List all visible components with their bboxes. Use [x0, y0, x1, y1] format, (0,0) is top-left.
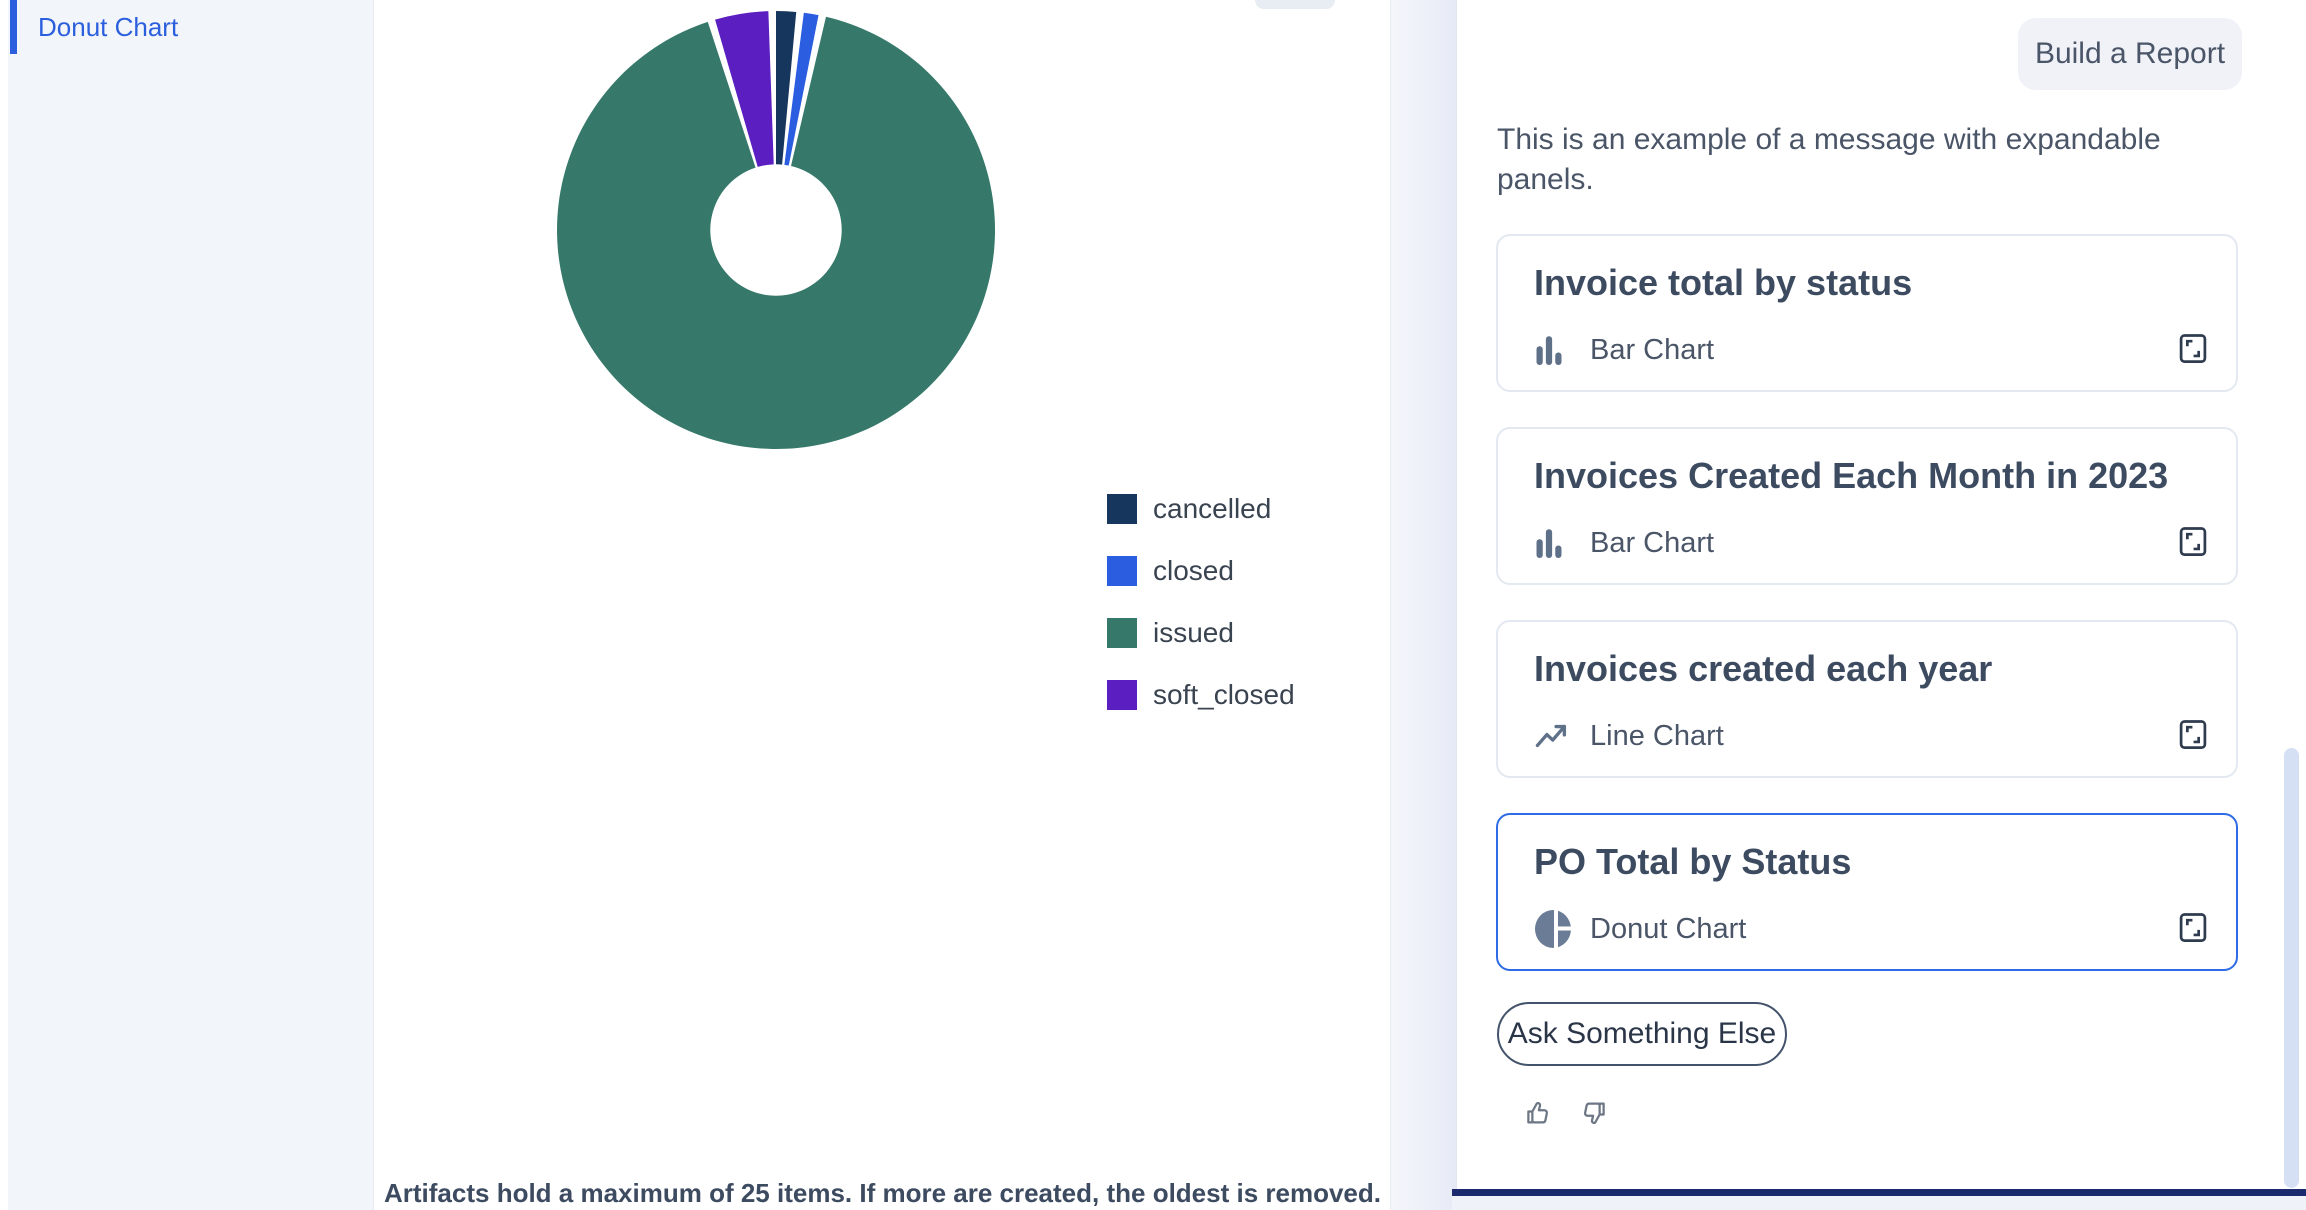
legend-item-closed: closed [1107, 555, 1295, 586]
legend-item-issued: issued [1107, 617, 1295, 648]
donut-slice-issued [557, 16, 996, 449]
legend-item-soft_closed: soft_closed [1107, 679, 1295, 710]
panel-title: Invoices Created Each Month in 2023 [1534, 455, 2169, 496]
chart-legend: cancelled closed issued soft_closed [1107, 493, 1295, 710]
scrolled-off-element [1255, 0, 1335, 9]
panel-title: Invoice total by status [1534, 262, 1913, 303]
expand-icon [2179, 719, 2207, 749]
expand-panel-button[interactable] [2176, 330, 2210, 368]
expandable-panel-invoices-created-each-year[interactable]: Invoices created each year Line Chart [1496, 620, 2238, 778]
expand-panel-button[interactable] [2176, 716, 2210, 754]
legend-label: closed [1153, 555, 1234, 586]
build-a-report-button[interactable]: Build a Report [2018, 18, 2242, 90]
legend-swatch [1107, 556, 1137, 586]
legend-swatch [1107, 618, 1137, 648]
expand-icon [2179, 333, 2207, 363]
expand-icon [2179, 912, 2207, 942]
expand-panel-button[interactable] [2176, 909, 2210, 947]
panel-chart-type: Line Chart [1590, 719, 1724, 752]
thumbs-down-icon[interactable] [1577, 1098, 1609, 1130]
chat-panel: Build a Report This is an example of a m… [1457, 0, 2306, 1210]
panel-chart-type-row: Donut Chart [1534, 903, 1746, 955]
expandable-panel-invoices-created-each-month[interactable]: Invoices Created Each Month in 2023 Bar … [1496, 427, 2238, 585]
sidebar-item-label: Donut Chart [38, 11, 179, 42]
bar-chart-icon [1534, 526, 1576, 560]
panel-title: PO Total by Status [1534, 841, 1852, 882]
panel-chart-type-row: Bar Chart [1534, 517, 1714, 569]
panel-divider[interactable] [1390, 0, 1457, 1210]
chat-input-area-edge [1452, 1196, 2306, 1210]
donut-chart [557, 11, 996, 449]
donut-slice-closed [784, 12, 819, 166]
donut-slice-cancelled [776, 11, 797, 165]
artifact-panel: cancelled closed issued soft_closed Artifac… [375, 0, 1390, 1210]
donut-slice-soft_closed [715, 11, 774, 167]
assistant-message: This is an example of a message with exp… [1497, 123, 2161, 196]
panel-chart-type-row: Bar Chart [1534, 324, 1714, 376]
feedback-buttons [1523, 1098, 1609, 1130]
chat-input-top-border [1452, 1189, 2306, 1196]
legend-label: soft_closed [1153, 679, 1295, 710]
artifacts-limit-note: Artifacts hold a maximum of 25 items. If… [384, 1178, 1381, 1208]
ask-something-else-button[interactable]: Ask Something Else [1497, 1002, 1787, 1066]
thumbs-up-icon[interactable] [1523, 1098, 1555, 1130]
panel-chart-type: Bar Chart [1590, 333, 1715, 366]
expand-icon [2179, 526, 2207, 556]
line-chart-icon [1534, 720, 1576, 752]
legend-label: issued [1153, 617, 1234, 648]
expand-panel-button[interactable] [2176, 523, 2210, 561]
legend-swatch [1107, 494, 1137, 524]
expandable-panel-invoice-total-by-status[interactable]: Invoice total by status Bar Chart [1496, 234, 2238, 392]
sidebar-item-donut-chart[interactable]: Donut Chart [8, 0, 373, 54]
panel-chart-type: Donut Chart [1590, 912, 1747, 945]
legend-label: cancelled [1153, 493, 1272, 524]
panel-chart-type: Bar Chart [1590, 526, 1715, 559]
bar-chart-icon [1534, 333, 1576, 367]
donut-chart-icon [1534, 909, 1576, 949]
artifact-sidebar: Donut Chart [8, 0, 374, 1210]
panel-chart-type-row: Line Chart [1534, 710, 1724, 762]
expandable-panel-po-total-by-status[interactable]: PO Total by Status Donut Chart [1496, 813, 2238, 971]
panel-title: Invoices created each year [1534, 648, 1993, 689]
legend-swatch [1107, 680, 1137, 710]
active-item-accent-bar [10, 0, 17, 54]
legend-item-cancelled: cancelled [1107, 493, 1295, 524]
chat-scrollbar-thumb[interactable] [2284, 748, 2299, 1188]
